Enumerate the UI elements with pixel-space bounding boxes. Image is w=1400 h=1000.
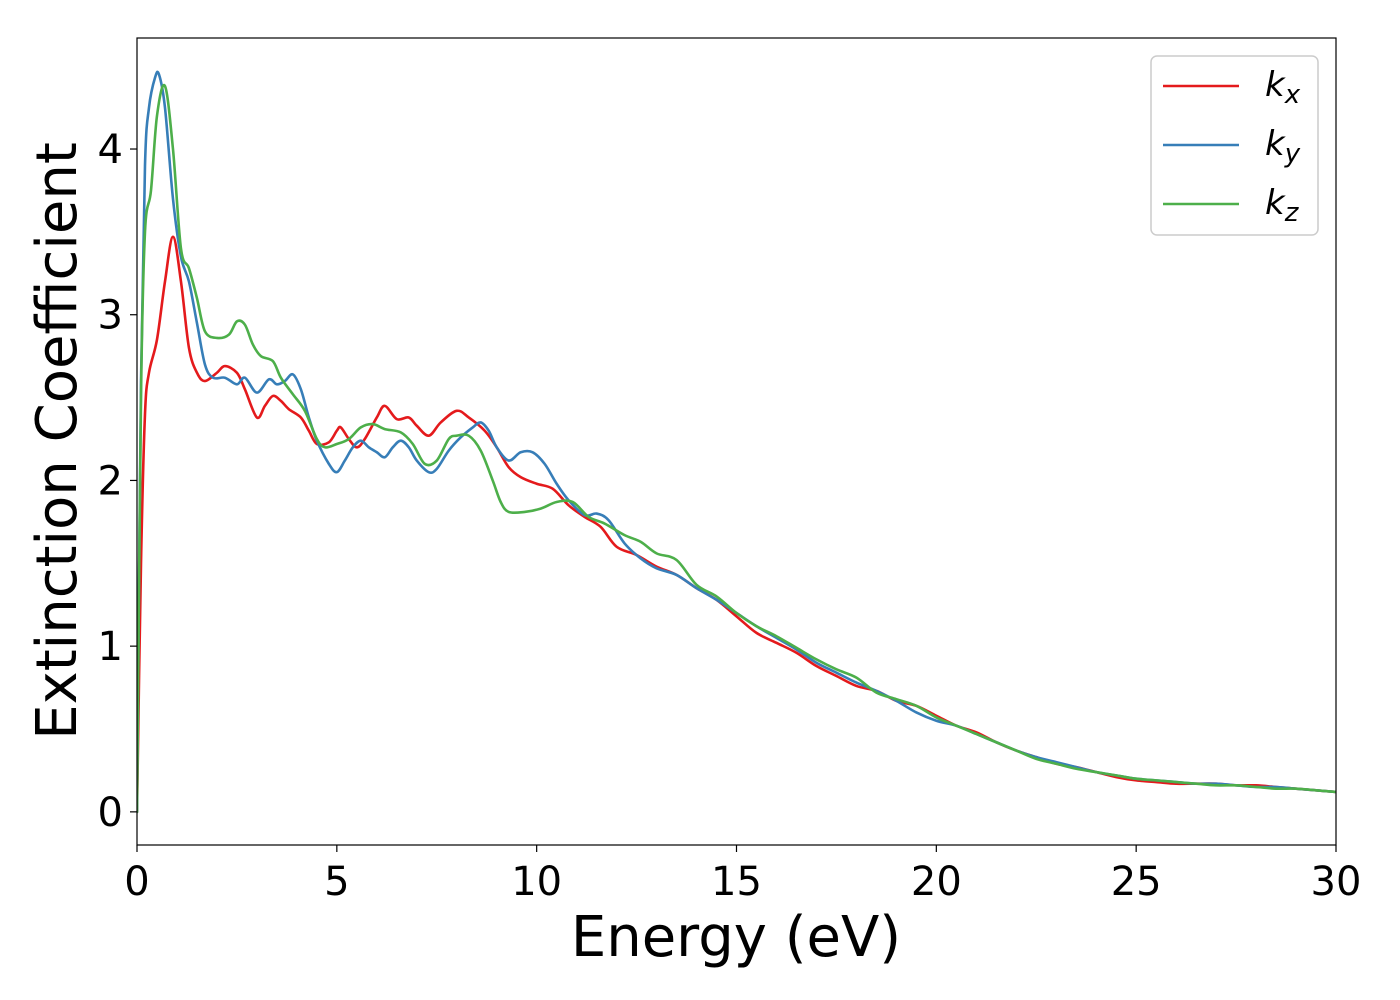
series-line-ky: [137, 70, 1336, 814]
legend-label-ky: ky: [1265, 124, 1301, 169]
x-axis-title: Energy (eV): [571, 905, 901, 970]
legend-label-kx: kx: [1265, 65, 1301, 110]
x-tick-label: 30: [1311, 859, 1362, 905]
series-line-kz: [137, 83, 1336, 814]
y-tick-label: 2: [98, 458, 123, 504]
x-tick-label: 15: [711, 859, 762, 905]
series-layer: [137, 70, 1336, 814]
y-tick-label: 1: [98, 624, 123, 670]
x-tick-label: 20: [911, 859, 962, 905]
y-tick-label: 3: [98, 293, 123, 339]
y-axis: 0 1 2 3 4: [98, 127, 137, 836]
x-tick-label: 5: [324, 859, 349, 905]
x-tick-label: 0: [124, 859, 149, 905]
x-tick-label: 25: [1111, 859, 1162, 905]
x-tick-label: 10: [511, 859, 562, 905]
x-axis: 0 5 10 15 20 25 30: [124, 845, 1361, 905]
plot-area: [136, 37, 1337, 846]
y-tick-label: 0: [98, 790, 123, 836]
y-tick-label: 4: [98, 127, 123, 173]
y-axis-title: Extinction Coefficient: [25, 142, 90, 740]
